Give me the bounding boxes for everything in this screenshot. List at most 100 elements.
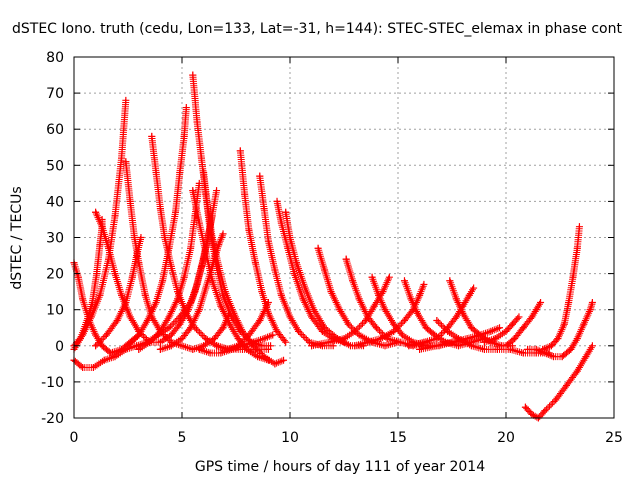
data-point <box>273 197 281 205</box>
data-point <box>178 335 186 343</box>
data-point <box>210 335 218 343</box>
data-point <box>191 288 199 296</box>
data-point <box>580 320 588 328</box>
data-point <box>377 335 385 343</box>
data-point <box>400 317 408 325</box>
data-point <box>420 280 428 288</box>
data-point <box>292 259 300 267</box>
data-point <box>111 270 119 278</box>
data-point <box>400 277 408 285</box>
data-point <box>532 345 540 353</box>
data-point <box>271 266 279 274</box>
data-point <box>217 302 225 310</box>
data-point <box>519 349 527 357</box>
data-point <box>416 291 424 299</box>
data-point <box>256 172 264 180</box>
data-point <box>260 335 268 343</box>
data-point <box>118 154 126 162</box>
series-arc-18 <box>282 208 367 350</box>
data-point <box>187 244 195 252</box>
data-point <box>111 212 119 220</box>
data-point <box>79 363 87 371</box>
data-point <box>197 154 205 162</box>
data-point <box>496 324 504 332</box>
data-point <box>565 298 573 306</box>
data-point <box>180 132 188 140</box>
data-point <box>562 382 570 390</box>
y-tick-label: 0 <box>55 339 64 355</box>
series-arc-35 <box>195 331 277 357</box>
data-point <box>217 349 225 357</box>
data-point <box>260 205 268 213</box>
data-point <box>174 295 182 303</box>
data-point <box>143 317 151 325</box>
data-point <box>448 338 456 346</box>
data-point <box>202 284 210 292</box>
series-arc-33 <box>539 223 583 353</box>
data-point <box>122 96 130 104</box>
data-point <box>537 298 545 306</box>
data-point <box>444 327 452 335</box>
data-point <box>137 234 145 241</box>
data-point <box>128 273 136 281</box>
data-point <box>340 335 348 343</box>
data-point <box>208 234 216 241</box>
data-point <box>398 331 406 339</box>
data-point <box>433 317 441 325</box>
data-point <box>467 324 475 332</box>
x-tick-label: 20 <box>497 430 515 446</box>
data-point <box>558 353 566 361</box>
data-point <box>368 273 376 281</box>
data-point <box>156 327 164 335</box>
data-point <box>146 338 154 346</box>
data-point <box>226 320 234 328</box>
x-axis-label: GPS time / hours of day 111 of year 2014 <box>195 459 485 475</box>
data-point <box>208 262 216 270</box>
data-point <box>258 288 266 296</box>
data-point <box>182 309 190 317</box>
data-point <box>407 295 415 303</box>
data-point <box>409 306 417 314</box>
data-point <box>459 302 467 310</box>
data-point <box>480 338 488 346</box>
data-point <box>465 291 473 299</box>
data-point <box>135 331 143 339</box>
data-point <box>385 273 393 281</box>
data-point <box>476 331 484 339</box>
data-point <box>264 309 272 317</box>
data-point <box>349 277 357 285</box>
data-point <box>467 342 475 350</box>
x-tick-label: 25 <box>605 430 623 446</box>
data-point <box>215 241 223 249</box>
data-point <box>89 363 97 371</box>
data-point <box>122 345 130 353</box>
data-point <box>452 313 460 321</box>
series-arc-34 <box>213 342 272 353</box>
data-point <box>152 169 160 177</box>
data-point <box>314 244 322 252</box>
series-arc-22 <box>308 273 393 350</box>
series-arc-28 <box>416 324 504 353</box>
data-point <box>159 277 167 285</box>
data-point <box>107 349 115 357</box>
data-point <box>180 273 188 281</box>
data-point <box>165 324 173 332</box>
data-point <box>152 298 160 306</box>
data-point <box>113 317 121 325</box>
y-tick-label: 40 <box>46 194 64 210</box>
series-arc-31 <box>524 298 596 361</box>
data-point <box>528 313 536 321</box>
data-point <box>506 345 514 353</box>
data-point <box>532 306 540 314</box>
data-point <box>282 208 290 216</box>
data-point <box>355 295 363 303</box>
data-point <box>236 147 244 155</box>
data-point <box>463 335 471 343</box>
data-point <box>187 324 195 332</box>
data-point <box>381 306 389 314</box>
data-point <box>286 313 294 321</box>
data-point <box>569 273 577 281</box>
data-point <box>256 317 264 325</box>
data-point <box>200 342 208 350</box>
data-point <box>111 353 119 361</box>
